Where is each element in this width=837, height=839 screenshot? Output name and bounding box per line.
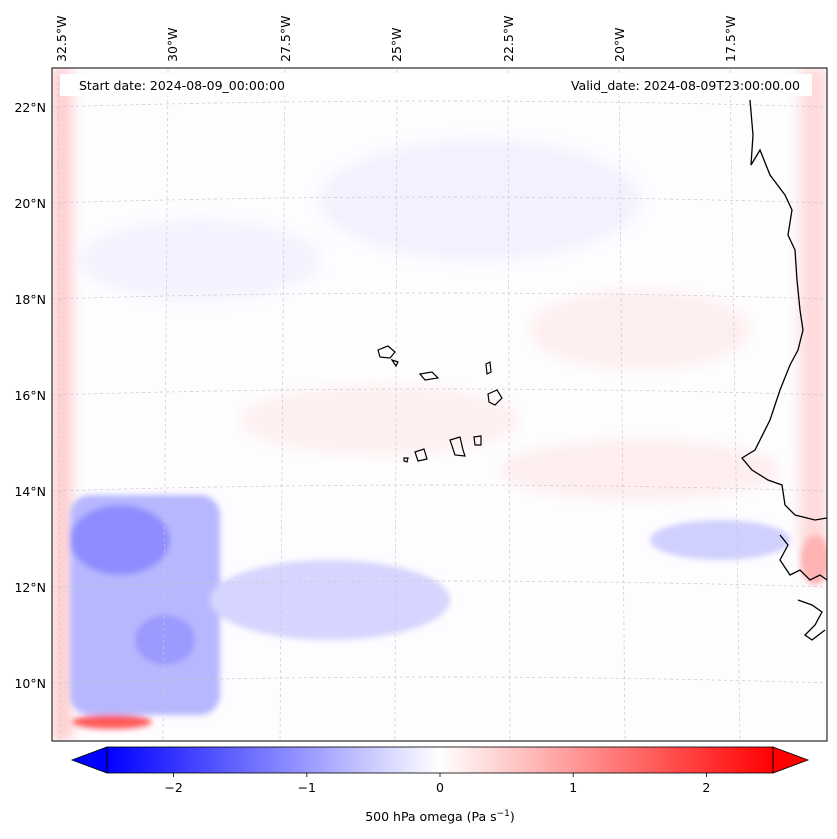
colorbar-label: 500 hPa omega (Pa s−1) bbox=[365, 809, 515, 824]
lat-tick-label: 22°N bbox=[14, 100, 46, 115]
valid-date-label: Valid_date: 2024-08-09T23:00:00.00 bbox=[571, 78, 800, 93]
header-strip bbox=[60, 74, 812, 96]
latitude-tick-labels: 22°N 20°N 18°N 16°N 14°N 12°N 10°N bbox=[14, 100, 46, 691]
colorbar-extend-max bbox=[772, 746, 810, 774]
coastline-mainland bbox=[741, 99, 827, 521]
convective-negative-south bbox=[135, 615, 195, 665]
colorbar-tick-label: 1 bbox=[569, 780, 577, 795]
colorbar-tick-label: 0 bbox=[436, 780, 444, 795]
colorbar-tick-label: −1 bbox=[298, 780, 316, 795]
lon-tick-label: 25°W bbox=[389, 27, 404, 62]
lon-tick-label: 27.5°W bbox=[278, 16, 293, 62]
lat-tick-label: 12°N bbox=[14, 580, 46, 595]
coastline-guinea bbox=[779, 534, 827, 581]
colorbar-tick-label: 2 bbox=[702, 780, 710, 795]
longitude-tick-labels: 32.5°W 30°W 27.5°W 25°W 22.5°W 20°W 17.5… bbox=[54, 16, 738, 62]
west-negative-patch bbox=[80, 220, 320, 300]
lon-tick-label: 20°W bbox=[612, 27, 627, 62]
colorbar: −2 −1 0 1 2 500 hPa omega (Pa s−1) bbox=[70, 746, 810, 824]
mid-positive-band bbox=[240, 385, 520, 455]
west-edge-positive bbox=[52, 68, 72, 741]
east-edge-positive bbox=[800, 68, 827, 548]
map-panel: Start date: 2024-08-09_00:00:00 Valid_da… bbox=[51, 67, 828, 742]
gridlines bbox=[52, 69, 827, 741]
omega-field bbox=[52, 68, 827, 741]
east-positive-band bbox=[500, 440, 780, 500]
colorbar-tick-label: −2 bbox=[164, 780, 182, 795]
lat-tick-label: 20°N bbox=[14, 196, 46, 211]
lat-tick-label: 14°N bbox=[14, 484, 46, 499]
lat-tick-label: 16°N bbox=[14, 388, 46, 403]
south-positive-max bbox=[72, 715, 152, 729]
lat-tick-label: 18°N bbox=[14, 292, 46, 307]
lat-tick-label: 10°N bbox=[14, 676, 46, 691]
coast-positive-spot bbox=[800, 535, 827, 585]
cape-verde-islands bbox=[377, 345, 503, 463]
lon-tick-label: 22.5°W bbox=[501, 16, 516, 62]
colorbar-gradient bbox=[107, 747, 773, 773]
coastline-islands-south bbox=[797, 599, 826, 641]
lon-tick-label: 17.5°W bbox=[723, 16, 738, 62]
north-negative-patch bbox=[320, 140, 640, 260]
east-negative-band bbox=[650, 520, 790, 560]
central-positive-patch bbox=[530, 290, 750, 370]
convective-negative-max bbox=[70, 505, 170, 575]
start-date-label: Start date: 2024-08-09_00:00:00 bbox=[79, 78, 285, 93]
colorbar-ticks: −2 −1 0 1 2 bbox=[164, 773, 710, 795]
central-negative-band bbox=[210, 560, 450, 640]
colorbar-extend-min bbox=[70, 746, 108, 774]
map-frame bbox=[51, 67, 828, 742]
lon-tick-label: 30°W bbox=[165, 27, 180, 62]
lon-tick-label: 32.5°W bbox=[54, 16, 69, 62]
